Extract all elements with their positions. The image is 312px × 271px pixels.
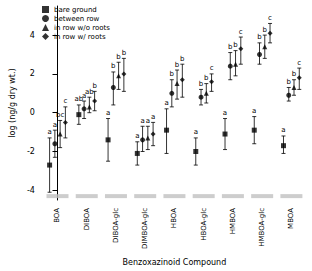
svg-text:a: a xyxy=(281,126,285,134)
svg-text:b: b xyxy=(233,41,238,49)
svg-text:b: b xyxy=(122,49,127,57)
svg-text:DIBOA-glc: DIBOA-glc xyxy=(112,208,120,243)
svg-text:HMBOA: HMBOA xyxy=(229,208,237,234)
svg-text:a: a xyxy=(146,117,150,125)
svg-text:DIMBOA-glc: DIMBOA-glc xyxy=(141,208,149,249)
svg-text:0: 0 xyxy=(30,108,35,117)
svg-text:b: b xyxy=(111,62,116,70)
svg-text:a: a xyxy=(140,117,144,125)
svg-text:bare ground: bare ground xyxy=(54,6,97,14)
svg-text:4: 4 xyxy=(30,31,35,40)
svg-text:b: b xyxy=(92,82,97,90)
svg-text:a: a xyxy=(223,109,227,117)
svg-text:c: c xyxy=(63,97,67,105)
svg-text:a: a xyxy=(252,107,256,115)
svg-text:2: 2 xyxy=(30,69,35,78)
svg-text:b: b xyxy=(257,33,262,41)
svg-text:BOA: BOA xyxy=(53,208,61,223)
svg-text:a: a xyxy=(151,113,155,121)
svg-text:a: a xyxy=(135,132,139,140)
svg-text:c: c xyxy=(210,64,214,72)
svg-text:HMBOA-glc: HMBOA-glc xyxy=(258,208,266,247)
svg-text:MBOA: MBOA xyxy=(287,208,295,229)
svg-text:b: b xyxy=(199,80,204,88)
svg-text:b: b xyxy=(116,53,121,61)
svg-text:a: a xyxy=(194,128,198,136)
svg-text:a: a xyxy=(164,99,168,107)
svg-text:c: c xyxy=(268,14,272,22)
svg-text:between row: between row xyxy=(54,15,100,23)
svg-text:ab: ab xyxy=(85,87,94,96)
svg-text:b: b xyxy=(180,55,185,63)
svg-text:ab: ab xyxy=(74,95,84,104)
svg-text:b: b xyxy=(287,78,292,86)
svg-text:b: b xyxy=(204,74,209,82)
svg-text:a: a xyxy=(53,121,57,129)
svg-text:c: c xyxy=(239,28,243,36)
svg-text:HBOA-glc: HBOA-glc xyxy=(200,208,208,241)
svg-text:Benzoxazinoid Compound: Benzoxazinoid Compound xyxy=(123,258,227,267)
svg-text:HBOA: HBOA xyxy=(170,208,178,228)
svg-text:in row w/ roots: in row w/ roots xyxy=(54,33,106,41)
svg-text:c: c xyxy=(297,59,301,67)
svg-text:-4: -4 xyxy=(27,186,35,195)
svg-text:b: b xyxy=(263,26,268,34)
svg-text:a: a xyxy=(106,109,110,117)
svg-text:DIBOA: DIBOA xyxy=(83,208,91,231)
svg-text:b: b xyxy=(170,70,175,78)
svg-text:log (ng/g dry wt.): log (ng/g dry wt.) xyxy=(8,68,17,137)
svg-text:bc: bc xyxy=(56,111,64,119)
svg-text:b: b xyxy=(228,43,233,51)
svg-text:in row w/o roots: in row w/o roots xyxy=(54,24,110,32)
svg-text:a: a xyxy=(47,128,51,136)
svg-text:b: b xyxy=(292,70,297,78)
svg-text:b: b xyxy=(175,61,180,69)
svg-text:-2: -2 xyxy=(27,147,35,156)
